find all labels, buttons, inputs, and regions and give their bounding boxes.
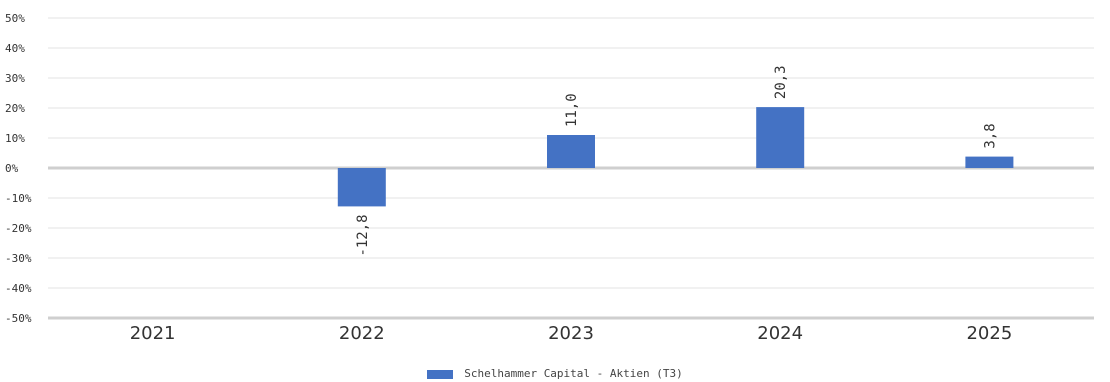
- y-tick-label: 10%: [5, 132, 25, 145]
- data-label: 3,8: [982, 123, 998, 148]
- y-tick-label: -20%: [5, 222, 32, 235]
- data-label: -12,8: [355, 214, 371, 256]
- x-tick-label: 2022: [339, 323, 385, 344]
- data-label: 11,0: [564, 93, 580, 127]
- x-tick-label: 2025: [966, 323, 1012, 344]
- bar: [547, 135, 595, 168]
- legend-label: Schelhammer Capital - Aktien (T3): [464, 367, 683, 380]
- legend: Schelhammer Capital - Aktien (T3): [0, 367, 1110, 381]
- x-tick-label: 2024: [757, 323, 803, 344]
- y-tick-label: 20%: [5, 102, 25, 115]
- bar: [965, 156, 1014, 168]
- y-tick-label: 30%: [5, 72, 25, 85]
- bar: [337, 168, 386, 207]
- y-tick-label: 40%: [5, 42, 25, 55]
- y-tick-label: -50%: [5, 312, 32, 325]
- x-tick-label: 2023: [548, 323, 594, 344]
- y-tick-label: -10%: [5, 192, 32, 205]
- y-tick-label: -30%: [5, 252, 32, 265]
- x-tick-label: 2021: [130, 323, 176, 344]
- y-tick-label: 0%: [5, 162, 19, 175]
- bar: [756, 107, 805, 168]
- legend-swatch: [427, 369, 454, 379]
- y-tick-label: -40%: [5, 282, 32, 295]
- data-label: 20,3: [773, 65, 789, 99]
- y-tick-label: 50%: [5, 12, 25, 25]
- bar-chart: 50% 40% 30% 20% 10% 0% -10% -20% -30% -40% -50% 202…: [5, 12, 1094, 344]
